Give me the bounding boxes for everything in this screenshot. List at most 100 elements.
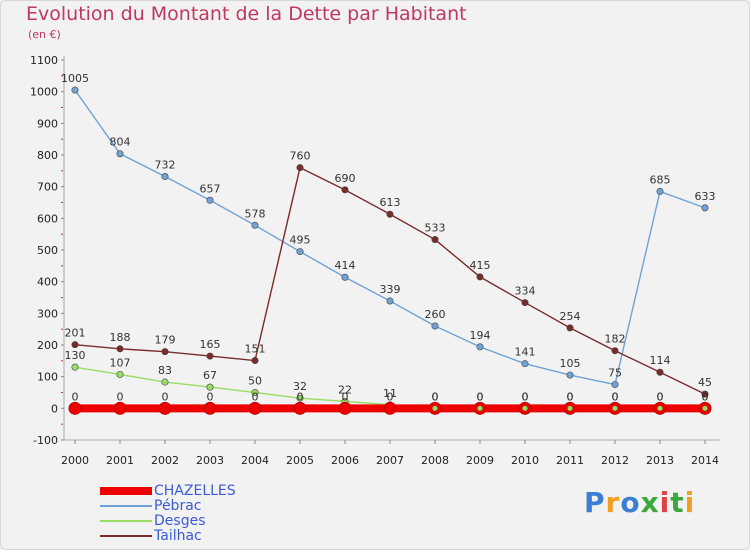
legend-swatch (100, 487, 152, 495)
legend-item-chazelles[interactable]: CHAZELLES (100, 483, 300, 499)
chart-subtitle: (en €) (28, 28, 61, 41)
data-label-chazelles: 0 (702, 390, 709, 403)
data-point-pébrac[interactable] (566, 371, 574, 379)
data-point-tailhac[interactable] (431, 236, 439, 244)
x-tick-label: 2008 (421, 454, 449, 467)
data-point-pébrac[interactable] (611, 381, 619, 389)
x-tick-label: 2014 (691, 454, 719, 467)
data-point-chazelles[interactable] (248, 401, 262, 415)
data-label-pébrac: 657 (200, 182, 221, 195)
data-label-chazelles: 0 (207, 390, 214, 403)
logo-letter: i (684, 486, 696, 519)
data-label-pébrac: 633 (695, 190, 716, 203)
data-point-desges-overlay[interactable] (657, 405, 663, 412)
data-label-chazelles: 0 (162, 390, 169, 403)
legend-item-pébrac[interactable]: Pébrac (100, 498, 300, 514)
logo-letter: i (659, 486, 671, 519)
x-tick-label: 2011 (556, 454, 584, 467)
data-label-desges: 32 (293, 380, 307, 393)
data-label-pébrac: 685 (650, 173, 671, 186)
data-point-chazelles[interactable] (338, 401, 352, 415)
data-point-tailhac[interactable] (656, 368, 664, 376)
data-label-pébrac: 339 (380, 283, 401, 296)
data-point-tailhac[interactable] (701, 390, 709, 398)
data-label-pébrac: 141 (515, 346, 536, 359)
data-label-desges: 22 (338, 383, 352, 396)
data-point-tailhac[interactable] (341, 186, 349, 194)
legend-label: Desges (154, 513, 206, 529)
data-point-tailhac[interactable] (476, 273, 484, 281)
data-point-chazelles[interactable] (383, 401, 397, 415)
data-point-tailhac[interactable] (116, 345, 124, 353)
data-point-pébrac[interactable] (656, 187, 664, 195)
data-point-tailhac[interactable] (386, 210, 394, 218)
data-point-pébrac[interactable] (431, 322, 439, 330)
data-point-desges[interactable] (251, 388, 259, 396)
data-label-desges: 0 (657, 390, 664, 403)
data-point-pébrac[interactable] (251, 221, 259, 229)
data-point-desges[interactable] (206, 383, 214, 391)
logo-letter: o (620, 486, 641, 519)
data-label-pébrac: 732 (155, 159, 176, 172)
data-point-pébrac[interactable] (116, 150, 124, 158)
y-tick-label: 300 (37, 307, 58, 320)
legend-item-desges[interactable]: Desges (100, 513, 300, 529)
data-point-desges-overlay[interactable] (702, 405, 708, 412)
y-tick-label: 0 (51, 402, 58, 415)
data-label-desges: 0 (702, 390, 709, 403)
data-point-desges[interactable] (116, 370, 124, 378)
data-label-chazelles: 0 (612, 390, 619, 403)
data-point-pébrac[interactable] (521, 360, 529, 368)
data-point-tailhac[interactable] (611, 347, 619, 355)
data-point-pébrac[interactable] (701, 204, 709, 212)
data-point-tailhac[interactable] (566, 324, 574, 332)
data-point-desges[interactable] (161, 378, 169, 386)
logo-letter: P (584, 486, 606, 519)
data-label-desges: 11 (383, 387, 397, 400)
data-point-pébrac[interactable] (386, 297, 394, 305)
legend-swatch (100, 520, 152, 522)
data-point-chazelles[interactable] (293, 401, 307, 415)
data-point-desges[interactable] (296, 394, 304, 402)
data-point-desges-overlay[interactable] (612, 405, 618, 412)
data-point-pébrac[interactable] (296, 248, 304, 256)
data-label-chazelles: 0 (477, 390, 484, 403)
y-tick-label: 700 (37, 181, 58, 194)
logo-letter: x (640, 486, 660, 519)
data-point-tailhac[interactable] (206, 352, 214, 360)
proxiti-logo[interactable]: Proxiti (584, 486, 695, 519)
data-label-pébrac: 578 (245, 207, 266, 220)
data-point-tailhac[interactable] (71, 341, 79, 349)
data-point-tailhac[interactable] (521, 299, 529, 307)
x-tick-label: 2004 (241, 454, 269, 467)
data-point-desges-overlay[interactable] (522, 405, 528, 412)
data-point-desges[interactable] (71, 363, 79, 371)
data-point-pébrac[interactable] (206, 196, 214, 204)
data-point-desges-overlay[interactable] (432, 405, 438, 412)
data-point-tailhac[interactable] (161, 348, 169, 356)
x-tick-label: 2002 (151, 454, 179, 467)
y-tick-label: 1100 (30, 54, 58, 67)
x-tick-label: 2009 (466, 454, 494, 467)
data-point-chazelles[interactable] (113, 401, 127, 415)
data-label-pébrac: 1005 (61, 72, 89, 85)
data-point-tailhac[interactable] (296, 164, 304, 172)
data-point-tailhac[interactable] (251, 357, 259, 365)
data-point-pébrac[interactable] (161, 173, 169, 181)
data-point-desges-overlay[interactable] (477, 405, 483, 412)
data-point-pébrac[interactable] (476, 343, 484, 351)
data-label-desges: 130 (65, 349, 86, 362)
y-tick-label: 200 (37, 339, 58, 352)
data-point-chazelles[interactable] (158, 401, 172, 415)
data-point-desges-overlay[interactable] (567, 405, 573, 412)
data-point-pébrac[interactable] (341, 273, 349, 281)
data-point-chazelles[interactable] (203, 401, 217, 415)
legend-item-tailhac[interactable]: Tailhac (100, 528, 300, 544)
x-tick-label: 2012 (601, 454, 629, 467)
data-label-chazelles: 0 (117, 390, 124, 403)
x-tick-label: 2007 (376, 454, 404, 467)
data-point-pébrac[interactable] (71, 86, 79, 94)
data-point-chazelles[interactable] (68, 401, 82, 415)
data-label-desges: 50 (248, 375, 262, 388)
